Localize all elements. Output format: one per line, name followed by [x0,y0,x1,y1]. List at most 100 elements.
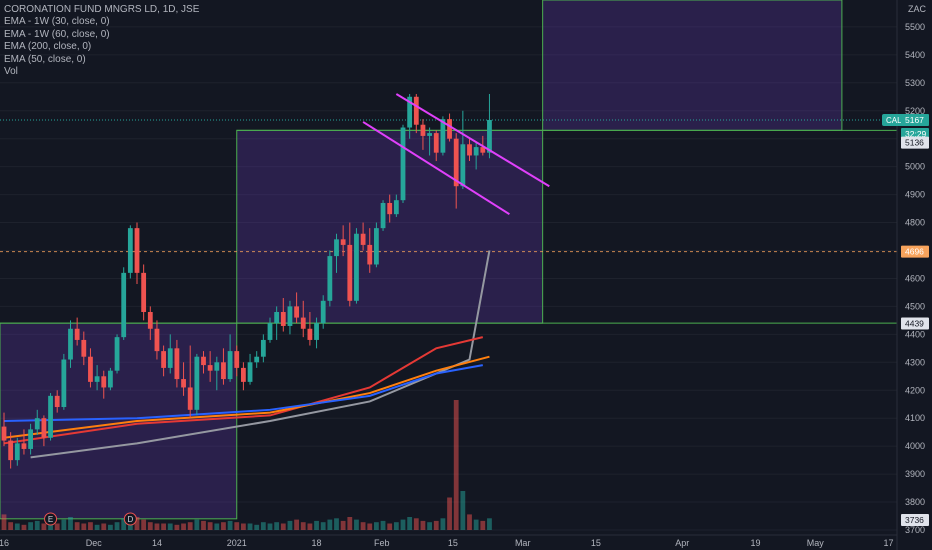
candle-body[interactable] [433,133,439,153]
indicator-ema-30[interactable]: EMA - 1W (30, close, 0) [4,16,110,28]
candle-body[interactable] [374,228,379,265]
candle-body[interactable] [420,124,426,136]
candle-body[interactable] [28,429,33,449]
candle-body[interactable] [81,339,87,357]
volume-bar [413,518,419,530]
candle-body[interactable] [360,233,366,245]
candle-body[interactable] [34,418,40,430]
candle-body[interactable] [393,200,399,215]
symbol-title[interactable]: CORONATION FUND MNGRS LD, 1D, JSE [4,4,200,15]
candle-body[interactable] [447,119,452,139]
event-marker[interactable] [44,512,58,526]
candle-body[interactable] [354,233,359,301]
candle-body[interactable] [227,351,233,380]
candle-body[interactable] [101,376,107,388]
candle-body[interactable] [287,306,293,326]
candle-body[interactable] [473,147,479,156]
channel-trendline[interactable] [395,93,550,188]
candle-body[interactable] [274,311,280,324]
volume-bar [88,522,93,530]
candle-body[interactable] [294,306,299,318]
indicator-ema-60[interactable]: EMA - 1W (60, close, 0) [4,28,110,40]
candle-body[interactable] [260,339,266,357]
candle-body[interactable] [61,359,67,408]
candle-body[interactable] [154,328,160,352]
indicator-ema-200[interactable]: EMA (200, close, 0) [4,41,92,53]
candle-body[interactable] [167,348,173,368]
candle-body[interactable] [267,323,273,340]
candle-body[interactable] [487,119,492,153]
candle-body[interactable] [320,300,326,324]
candle-body[interactable] [247,362,253,382]
volume-bar [314,520,319,530]
time-tick-label: Dec [86,538,103,548]
candle-body[interactable] [407,96,413,128]
candle-body[interactable] [427,133,432,136]
indicator-ema-50[interactable]: EMA (50, close, 0) [4,53,86,65]
candle-body[interactable] [88,356,93,382]
candle-body[interactable] [54,395,60,408]
candle-body[interactable] [134,228,140,273]
candle-body[interactable] [21,443,27,449]
volume-bar [187,522,193,530]
candle-body[interactable] [480,147,486,153]
candle-body[interactable] [161,351,166,368]
candle-body[interactable] [194,356,200,410]
candle-body[interactable] [147,311,153,329]
candle-body[interactable] [453,138,459,187]
candle-body[interactable] [14,443,20,461]
volume-bar [453,400,459,530]
candle-body[interactable] [181,379,186,388]
candle-body[interactable] [174,348,180,380]
price-tick-label: 5500 [905,22,925,32]
indicator-volume[interactable]: Vol [4,66,18,78]
candle-body[interactable] [307,328,313,340]
volume-bar [101,523,107,530]
volume-bar [154,523,160,530]
volume-bar [360,522,366,530]
candle-body[interactable] [380,202,386,229]
channel-trendline[interactable] [362,121,510,216]
candle-body[interactable] [334,239,339,257]
candle-body[interactable] [187,387,193,410]
price-badge-tag-label: CAL [886,116,902,125]
candle-body[interactable] [207,365,213,371]
candle-body[interactable] [8,440,14,461]
candle-body[interactable] [440,119,446,153]
candle-body[interactable] [327,256,333,301]
candle-body[interactable] [413,96,419,125]
candle-body[interactable] [114,337,120,371]
candle-body[interactable] [460,144,466,187]
candle-body[interactable] [94,376,100,382]
event-marker[interactable] [123,512,137,526]
candle-body[interactable] [108,370,113,388]
price-tick-label: 5000 [905,162,925,172]
candle-body[interactable] [68,328,73,360]
candle-body[interactable] [254,356,260,363]
candle-body[interactable] [127,228,133,273]
candle-body[interactable] [367,244,373,265]
candle-body[interactable] [48,395,53,438]
candle-body[interactable] [121,272,127,338]
candle-body[interactable] [347,244,353,301]
candle-body[interactable] [201,356,206,366]
candle-body[interactable] [300,317,306,329]
candle-body[interactable] [241,367,246,382]
candle-body[interactable] [234,351,240,368]
candle-body[interactable] [221,362,226,380]
candle-body[interactable] [1,426,7,441]
candle-body[interactable] [340,239,346,245]
volume-bar [21,524,27,530]
candle-body[interactable] [74,328,80,340]
candle-body[interactable] [280,311,286,326]
candle-body[interactable] [467,144,472,156]
candle-body[interactable] [214,362,220,371]
candle-body[interactable] [387,202,393,215]
candle-body[interactable] [41,418,47,438]
candle-body[interactable] [314,323,319,340]
candle-body[interactable] [400,127,406,201]
candle-body[interactable] [141,272,147,312]
